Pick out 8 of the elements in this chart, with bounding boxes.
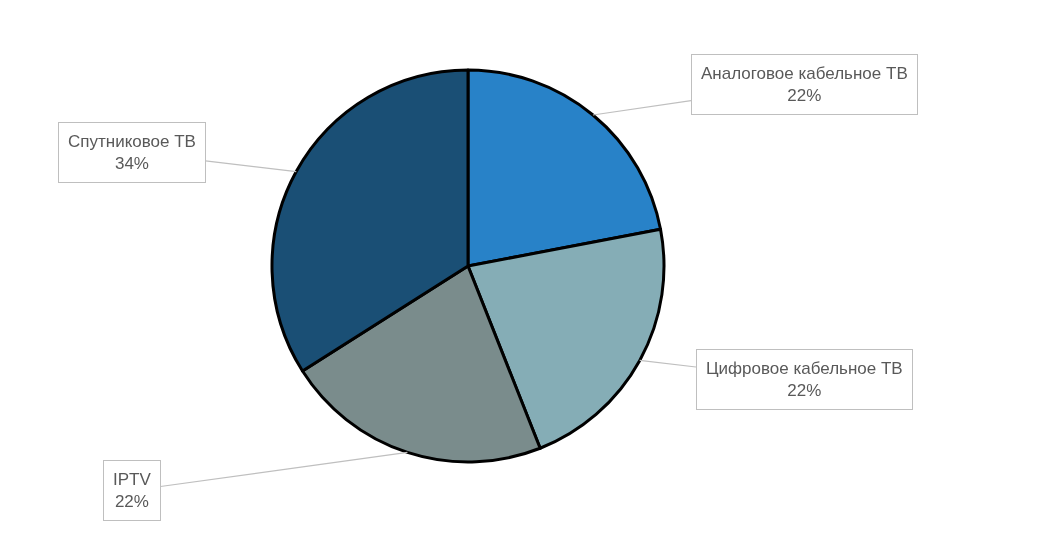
slice-label: Цифровое кабельное ТВ <box>706 359 903 378</box>
data-label: 22% <box>787 86 822 106</box>
slice-label: IPTV <box>113 470 152 489</box>
data-label: 34% <box>114 154 149 174</box>
data-label: 22% <box>787 381 822 401</box>
slice-label: Аналоговое кабельное ТВ <box>701 64 908 83</box>
data-label: 22% <box>114 492 149 512</box>
slice-label: Спутниковое ТВ <box>68 132 196 151</box>
